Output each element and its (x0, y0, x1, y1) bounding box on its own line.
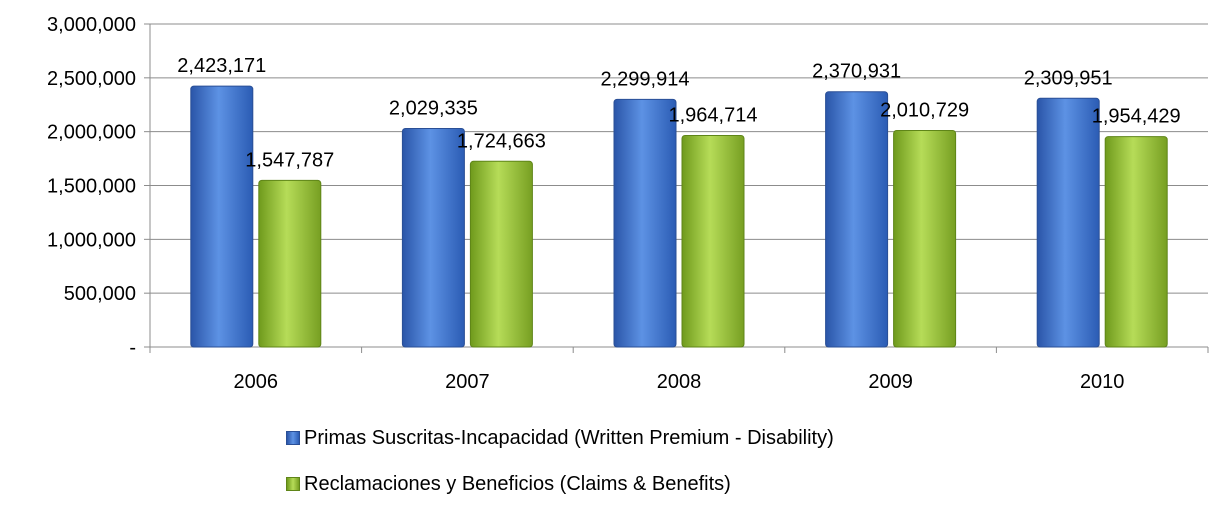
y-tick-label: 500,000 (64, 283, 136, 305)
data-label-claims: 2,010,729 (880, 100, 969, 122)
legend-label-premium: Primas Suscritas-Incapacidad (Written Pr… (304, 426, 834, 449)
legend-item-premium: Primas Suscritas-Incapacidad (Written Pr… (286, 426, 834, 450)
x-tick-label: 2009 (868, 371, 913, 393)
x-tick-label: 2008 (657, 371, 702, 393)
y-tick-label: 2,000,000 (47, 122, 136, 144)
bar-claims (1104, 136, 1168, 348)
legend-swatch-green (286, 477, 300, 491)
data-label-claims: 1,964,714 (669, 104, 758, 126)
legend-swatch-blue (286, 431, 300, 445)
y-tick-label: 2,500,000 (47, 68, 136, 90)
data-label-claims: 1,954,429 (1092, 106, 1181, 128)
bar-premium (1036, 97, 1100, 348)
bar-claims (893, 130, 957, 348)
data-label-premium: 2,423,171 (177, 55, 266, 77)
y-tick-label: 3,000,000 (47, 14, 136, 36)
bar-claims (258, 179, 322, 348)
data-label-premium: 2,370,931 (812, 61, 901, 83)
chart: - 500,000 1,000,000 1,500,000 2,000,000 2,500… (47, 14, 1209, 495)
bar-premium (190, 85, 254, 348)
y-tick-label: 1,500,000 (47, 176, 136, 198)
bar-premium (613, 98, 677, 348)
y-tick-label: 1,000,000 (47, 229, 136, 251)
data-label-premium: 2,309,951 (1024, 67, 1113, 89)
x-tick-label: 2006 (234, 371, 279, 393)
legend-item-claims: Reclamaciones y Beneficios (Claims & Ben… (286, 472, 834, 496)
data-label-premium: 2,299,914 (601, 68, 690, 90)
data-label-claims: 1,547,787 (245, 149, 334, 171)
bar-claims (681, 134, 745, 348)
bar-premium (401, 128, 465, 348)
bar-premium (825, 91, 889, 348)
bar-chart: - 500,000 1,000,000 1,500,000 2,000,000 2,500… (47, 14, 1209, 393)
y-tick-label: - (129, 337, 136, 359)
data-label-premium: 2,029,335 (389, 98, 478, 120)
x-tick-label: 2010 (1080, 371, 1125, 393)
legend-label-claims: Reclamaciones y Beneficios (Claims & Ben… (304, 472, 731, 495)
data-label-claims: 1,724,663 (457, 130, 546, 152)
legend: Primas Suscritas-Incapacidad (Written Pr… (286, 426, 834, 518)
x-tick-label: 2007 (445, 371, 490, 393)
bar-claims (469, 160, 533, 348)
